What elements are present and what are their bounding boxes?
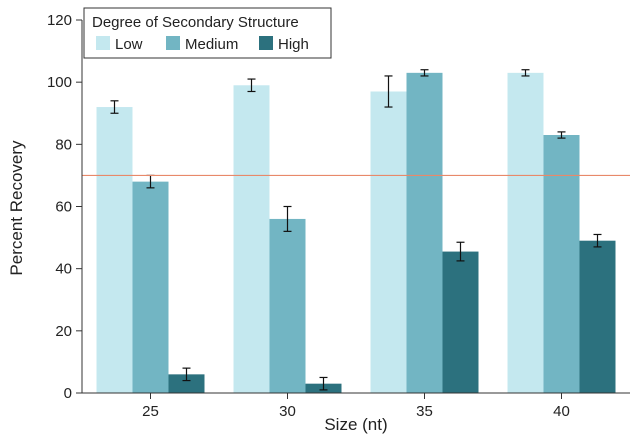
error-bar-low-30 [247,78,256,93]
legend-swatch [166,36,180,50]
y-tick-label: 80 [55,136,72,153]
x-axis-title: Size (nt) [324,415,387,434]
legend-swatch [259,36,273,50]
bar-high-25 [168,374,205,393]
bar-medium-35 [406,72,443,393]
legend-swatch [96,36,110,50]
y-tick-label: 40 [55,261,72,278]
legend: Degree of Secondary Structure Low Medium H… [83,7,332,59]
legend-item-high: High [259,36,309,53]
x-tick-label: 30 [279,403,296,420]
y-axis-title: Percent Recovery [7,140,26,276]
error-bar-high-35 [456,241,465,262]
bar-high-40 [579,240,616,393]
bar-low-30 [233,85,270,394]
error-bar-low-35 [384,75,393,108]
y-tick-label: 120 [47,12,72,29]
legend-item-low: Low [96,36,143,53]
error-bar-high-25 [182,367,191,382]
x-tick-label: 25 [142,403,159,420]
bar-high-35 [442,251,479,393]
error-bar-medium-40 [557,131,566,139]
error-bar-low-40 [521,69,530,77]
bar-low-35 [370,91,407,393]
y-tick-label: 100 [47,74,72,91]
bar-medium-40 [543,135,580,393]
error-bar-medium-30 [283,205,292,232]
legend-box [83,7,332,59]
x-tick-label: 35 [416,403,433,420]
legend-items: Low Medium High [96,36,309,53]
bar-medium-25 [132,181,169,393]
y-axis: 0 20 40 60 80 100 120 [47,12,83,402]
bar-low-25 [96,107,133,394]
y-tick-label: 60 [55,199,72,216]
error-bar-high-30 [319,376,328,391]
y-tick-label: 20 [55,323,72,340]
bar-medium-30 [269,218,306,393]
legend-label: High [278,36,309,53]
error-bar-medium-35 [420,69,429,77]
legend-item-medium: Medium [166,36,238,53]
bar-low-40 [507,72,544,393]
error-bar-low-25 [110,100,119,114]
x-tick-label: 40 [553,403,570,420]
y-tick-label: 0 [64,385,72,402]
legend-title: Degree of Secondary Structure [92,14,299,31]
legend-label: Medium [185,36,238,53]
error-bar-high-40 [593,233,602,248]
legend-label: Low [115,36,143,53]
plot-area [82,69,630,394]
x-axis: 25 30 35 40 [82,392,630,420]
